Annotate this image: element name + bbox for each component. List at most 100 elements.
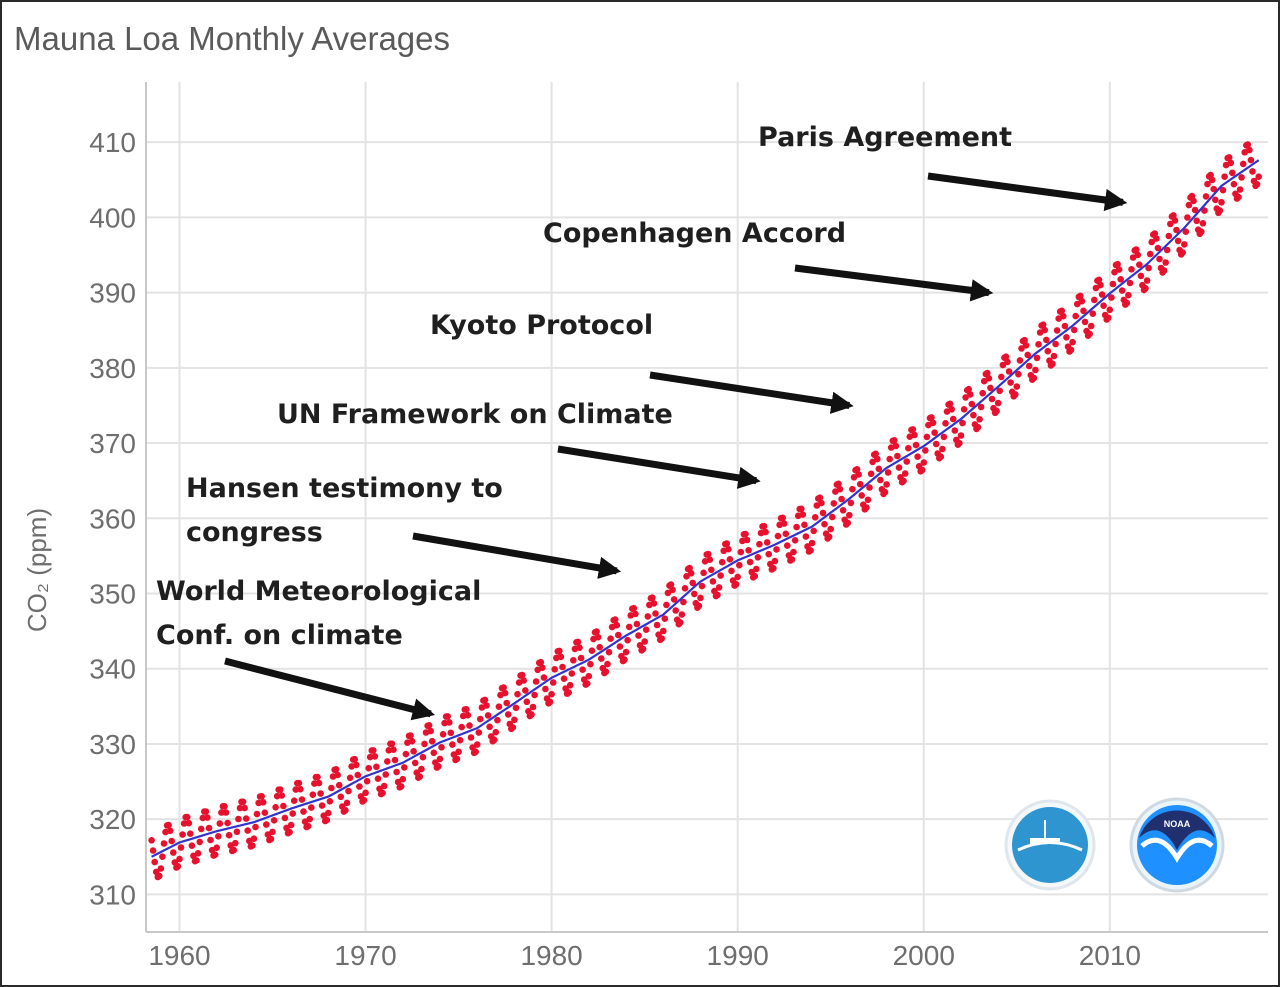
monthly-point: [1148, 238, 1155, 246]
monthly-point: [371, 753, 379, 760]
monthly-point: [225, 831, 233, 839]
monthly-point: [207, 836, 214, 844]
monthly-point: [658, 635, 665, 642]
monthly-point: [542, 685, 549, 693]
monthly-point: [678, 611, 686, 618]
monthly-point: [242, 815, 250, 822]
monthly-point: [996, 387, 1003, 395]
monthly-point: [998, 373, 1005, 381]
monthly-point: [495, 703, 503, 710]
monthly-point: [416, 773, 424, 780]
monthly-point: [511, 716, 518, 724]
monthly-point: [218, 809, 225, 816]
monthly-point: [939, 445, 946, 453]
monthly-point: [202, 808, 210, 815]
monthly-point: [168, 837, 175, 845]
monthly-point: [428, 737, 436, 745]
monthly-point: [1143, 277, 1151, 284]
monthly-point: [249, 842, 256, 849]
monthly-point: [388, 740, 396, 747]
monthly-point: [593, 628, 600, 635]
monthly-point: [856, 480, 864, 488]
monthly-point: [1118, 287, 1126, 294]
monthly-point: [449, 741, 456, 748]
monthly-point: [328, 784, 335, 792]
monthly-point: [531, 691, 538, 699]
monthly-point: [661, 615, 669, 622]
monthly-point: [872, 450, 879, 458]
y-tick-label: 400: [89, 202, 136, 233]
monthly-point: [977, 403, 985, 411]
monthly-point: [1174, 237, 1182, 245]
monthly-point: [770, 565, 777, 572]
monthly-point: [912, 441, 920, 449]
monthly-point: [1035, 341, 1042, 348]
monthly-point: [1230, 180, 1238, 188]
monthly-point: [183, 813, 191, 821]
trend-line: [151, 159, 1260, 858]
monthly-point: [793, 523, 800, 531]
monthly-point: [1070, 326, 1078, 334]
monthly-point: [1078, 297, 1086, 305]
monthly-point: [1239, 160, 1247, 168]
monthly-point: [1218, 199, 1225, 206]
monthly-point: [642, 626, 650, 633]
annotation-label: Kyoto Protocol: [430, 310, 653, 341]
monthly-point: [799, 511, 807, 518]
monthly-point: [1022, 342, 1030, 349]
monthly-point: [622, 648, 630, 656]
monthly-point: [565, 689, 572, 696]
monthly-point: [193, 857, 200, 864]
monthly-point: [968, 400, 976, 408]
monthly-point: [314, 773, 321, 781]
monthly-point: [970, 411, 977, 419]
monthly-point: [235, 815, 242, 823]
monthly-point: [782, 530, 790, 538]
monthly-point: [633, 620, 641, 628]
monthly-point: [838, 495, 845, 503]
monthly-point: [1087, 322, 1095, 330]
monthly-point: [1044, 347, 1052, 355]
monthly-point: [1080, 307, 1087, 315]
chart-title: Mauna Loa Monthly Averages: [14, 20, 451, 57]
monthly-point: [514, 690, 521, 698]
monthly-point: [325, 809, 332, 817]
monthly-point: [1190, 197, 1197, 205]
monthly-point: [1208, 176, 1216, 184]
monthly-point: [267, 835, 275, 843]
y-tick-label: 410: [89, 127, 136, 158]
monthly-point: [765, 550, 772, 558]
monthly-point: [948, 406, 955, 413]
monthly-point: [379, 789, 386, 797]
monthly-point: [918, 466, 926, 474]
monthly-point: [326, 798, 334, 805]
monthly-point: [504, 711, 512, 718]
monthly-point: [979, 389, 986, 397]
monthly-point: [894, 452, 901, 460]
monthly-point: [1134, 251, 1142, 259]
noaa-logo-icon: NOAA: [1129, 797, 1225, 893]
monthly-point: [1156, 255, 1163, 263]
monthly-point: [334, 771, 342, 779]
monthly-point: [616, 643, 624, 650]
monthly-point: [261, 809, 269, 816]
monthly-point: [698, 582, 706, 590]
monthly-point: [205, 824, 213, 832]
monthly-point: [849, 485, 856, 493]
monthly-point: [779, 514, 786, 522]
monthly-point: [295, 779, 303, 787]
monthly-point: [492, 728, 500, 736]
monthly-point: [1041, 326, 1048, 334]
monthly-point: [370, 747, 377, 754]
monthly-point: [875, 465, 883, 473]
monthly-point: [390, 746, 397, 753]
monthly-point: [816, 494, 824, 502]
monthly-point: [900, 477, 907, 485]
monthly-point: [630, 604, 638, 612]
monthly-point: [197, 825, 205, 833]
monthly-point: [1128, 266, 1135, 273]
monthly-point: [798, 505, 805, 513]
monthly-point: [540, 674, 548, 681]
monthly-point: [1061, 322, 1069, 330]
monthly-point: [1114, 260, 1121, 268]
